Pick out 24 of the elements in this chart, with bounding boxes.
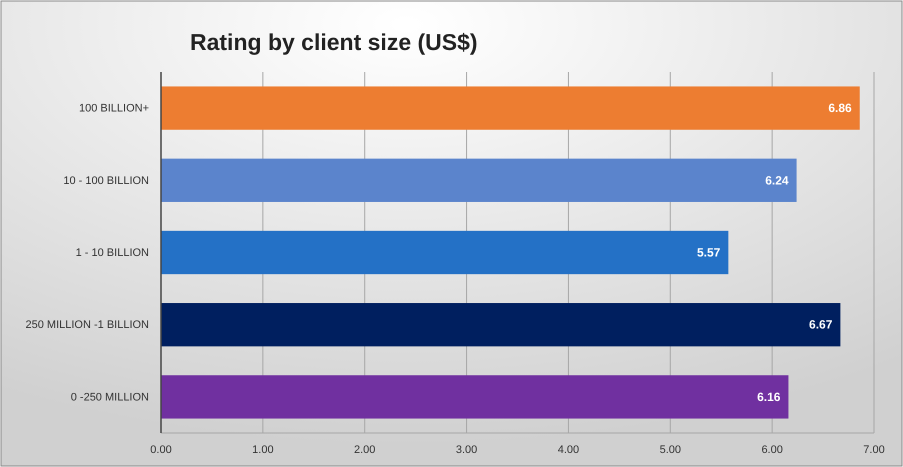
bar xyxy=(161,230,728,274)
data-label: 6.86 xyxy=(828,101,852,116)
x-tick-label: 2.00 xyxy=(354,444,376,456)
y-tick-label: 250 MILLION -1 BILLION xyxy=(26,319,150,332)
x-tick-label: 6.00 xyxy=(761,444,783,456)
data-label: 6.67 xyxy=(809,318,833,332)
x-tick-label: 0.00 xyxy=(150,444,172,456)
data-label: 6.24 xyxy=(765,173,789,188)
x-tick-label: 4.00 xyxy=(558,444,580,456)
x-tick-label: 7.00 xyxy=(863,444,885,456)
y-tick-label: 1 - 10 BILLION xyxy=(76,247,150,260)
y-tick-label: 0 -250 MILLION xyxy=(70,391,150,404)
x-tick-label: 3.00 xyxy=(456,444,478,456)
bar xyxy=(161,158,797,202)
data-label: 5.57 xyxy=(696,246,721,260)
bar xyxy=(161,86,860,130)
y-tick-label: 10 - 100 BILLION xyxy=(63,174,150,187)
data-label: 6.16 xyxy=(757,390,781,404)
x-tick-label: 1.00 xyxy=(252,444,274,456)
x-tick-label: 5.00 xyxy=(660,444,681,456)
y-tick-label: 100 BILLION+ xyxy=(78,102,149,115)
bar xyxy=(161,303,840,346)
chart-title: Rating by client size (US$) xyxy=(190,29,478,55)
bar xyxy=(161,375,788,419)
